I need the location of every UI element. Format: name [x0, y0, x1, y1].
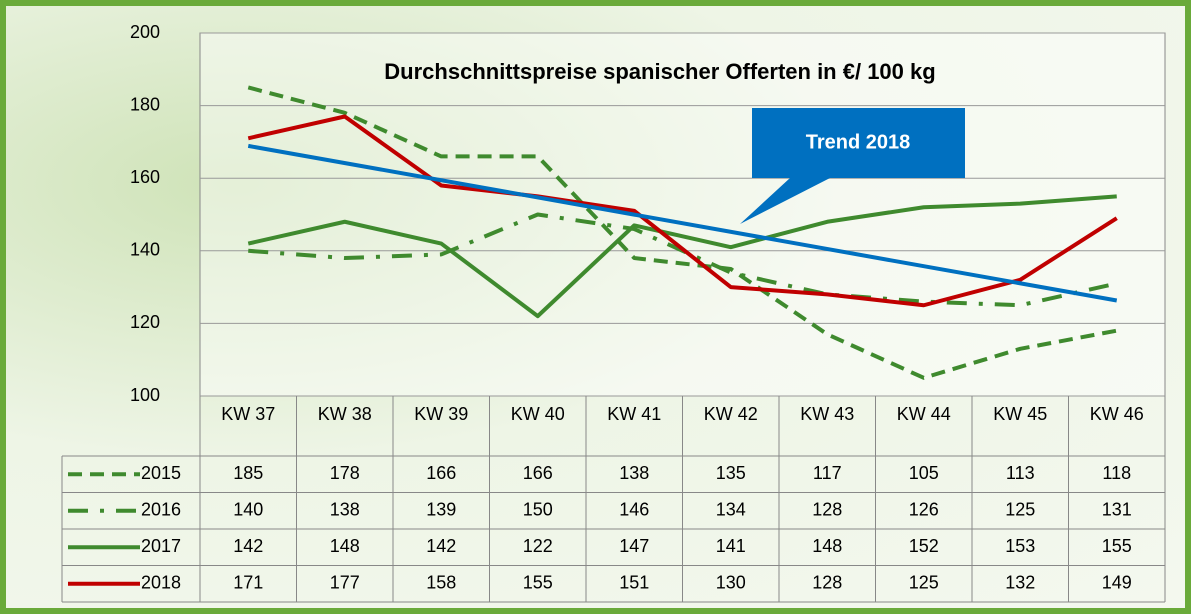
y-tick-label: 160 — [130, 167, 160, 187]
plot-area — [199, 32, 1166, 397]
series-line — [247, 85, 1118, 380]
table-value: 166 — [426, 463, 456, 483]
table-value: 150 — [523, 500, 553, 520]
table-value: 155 — [1102, 536, 1132, 556]
y-tick-label: 180 — [130, 94, 160, 114]
table-value: 151 — [619, 573, 649, 593]
y-tick-label: 200 — [130, 22, 160, 42]
x-tick-label: KW 37 — [221, 404, 276, 424]
table-value: 146 — [619, 500, 649, 520]
table-value: 130 — [716, 573, 746, 593]
table-value: 177 — [330, 573, 360, 593]
legend-label: 2015 — [141, 463, 181, 483]
x-tick-label: KW 44 — [896, 404, 951, 424]
y-tick-label: 100 — [130, 385, 160, 405]
x-tick-label: KW 38 — [317, 404, 372, 424]
x-tick-label: KW 40 — [510, 404, 565, 424]
chart-title: Durchschnittspreise spanischer Offerten … — [384, 59, 935, 84]
table-value: 128 — [812, 573, 842, 593]
x-tick-label: KW 39 — [414, 404, 469, 424]
table-value: 113 — [1006, 463, 1035, 483]
table-value: 132 — [1005, 573, 1035, 593]
table-value: 155 — [523, 573, 553, 593]
trend-label: Trend 2018 — [806, 131, 911, 153]
table-value: 140 — [233, 500, 263, 520]
table-value: 152 — [909, 536, 939, 556]
series-line — [247, 114, 1118, 308]
table-value: 139 — [426, 500, 456, 520]
series-line — [247, 194, 1117, 319]
table-value: 138 — [619, 463, 649, 483]
table-value: 185 — [233, 463, 263, 483]
trend-line — [247, 143, 1118, 303]
table-value: 117 — [813, 463, 842, 483]
table-value: 171 — [233, 573, 263, 593]
table-value: 148 — [330, 536, 360, 556]
table-value: 138 — [330, 500, 360, 520]
table-value: 166 — [523, 463, 553, 483]
table-value: 149 — [1102, 573, 1132, 593]
table-value: 125 — [1005, 500, 1035, 520]
table-value: 118 — [1102, 463, 1131, 483]
table-value: 134 — [716, 500, 746, 520]
table-value: 131 — [1102, 500, 1132, 520]
table-value: 142 — [233, 536, 263, 556]
legend-label: 2017 — [141, 536, 181, 556]
table-value: 105 — [909, 463, 939, 483]
table-value: 148 — [812, 536, 842, 556]
x-tick-label: KW 43 — [800, 404, 855, 424]
table-value: 125 — [909, 573, 939, 593]
legend-label: 2018 — [141, 573, 181, 593]
x-tick-label: KW 42 — [703, 404, 758, 424]
legend-label: 2016 — [141, 500, 181, 520]
table-value: 158 — [426, 573, 456, 593]
table-value: 147 — [619, 536, 649, 556]
x-tick-label: KW 41 — [607, 404, 662, 424]
table-value: 126 — [909, 500, 939, 520]
y-tick-label: 120 — [130, 312, 160, 332]
table-value: 142 — [426, 536, 456, 556]
table-value: 141 — [716, 536, 746, 556]
table-value: 178 — [330, 463, 360, 483]
x-tick-label: KW 45 — [993, 404, 1048, 424]
table-value: 135 — [716, 463, 746, 483]
table-value: 128 — [812, 500, 842, 520]
x-tick-label: KW 46 — [1089, 404, 1144, 424]
table-value: 122 — [523, 536, 553, 556]
trend-callout — [740, 108, 965, 224]
table-value: 153 — [1005, 536, 1035, 556]
y-tick-label: 140 — [130, 240, 160, 260]
